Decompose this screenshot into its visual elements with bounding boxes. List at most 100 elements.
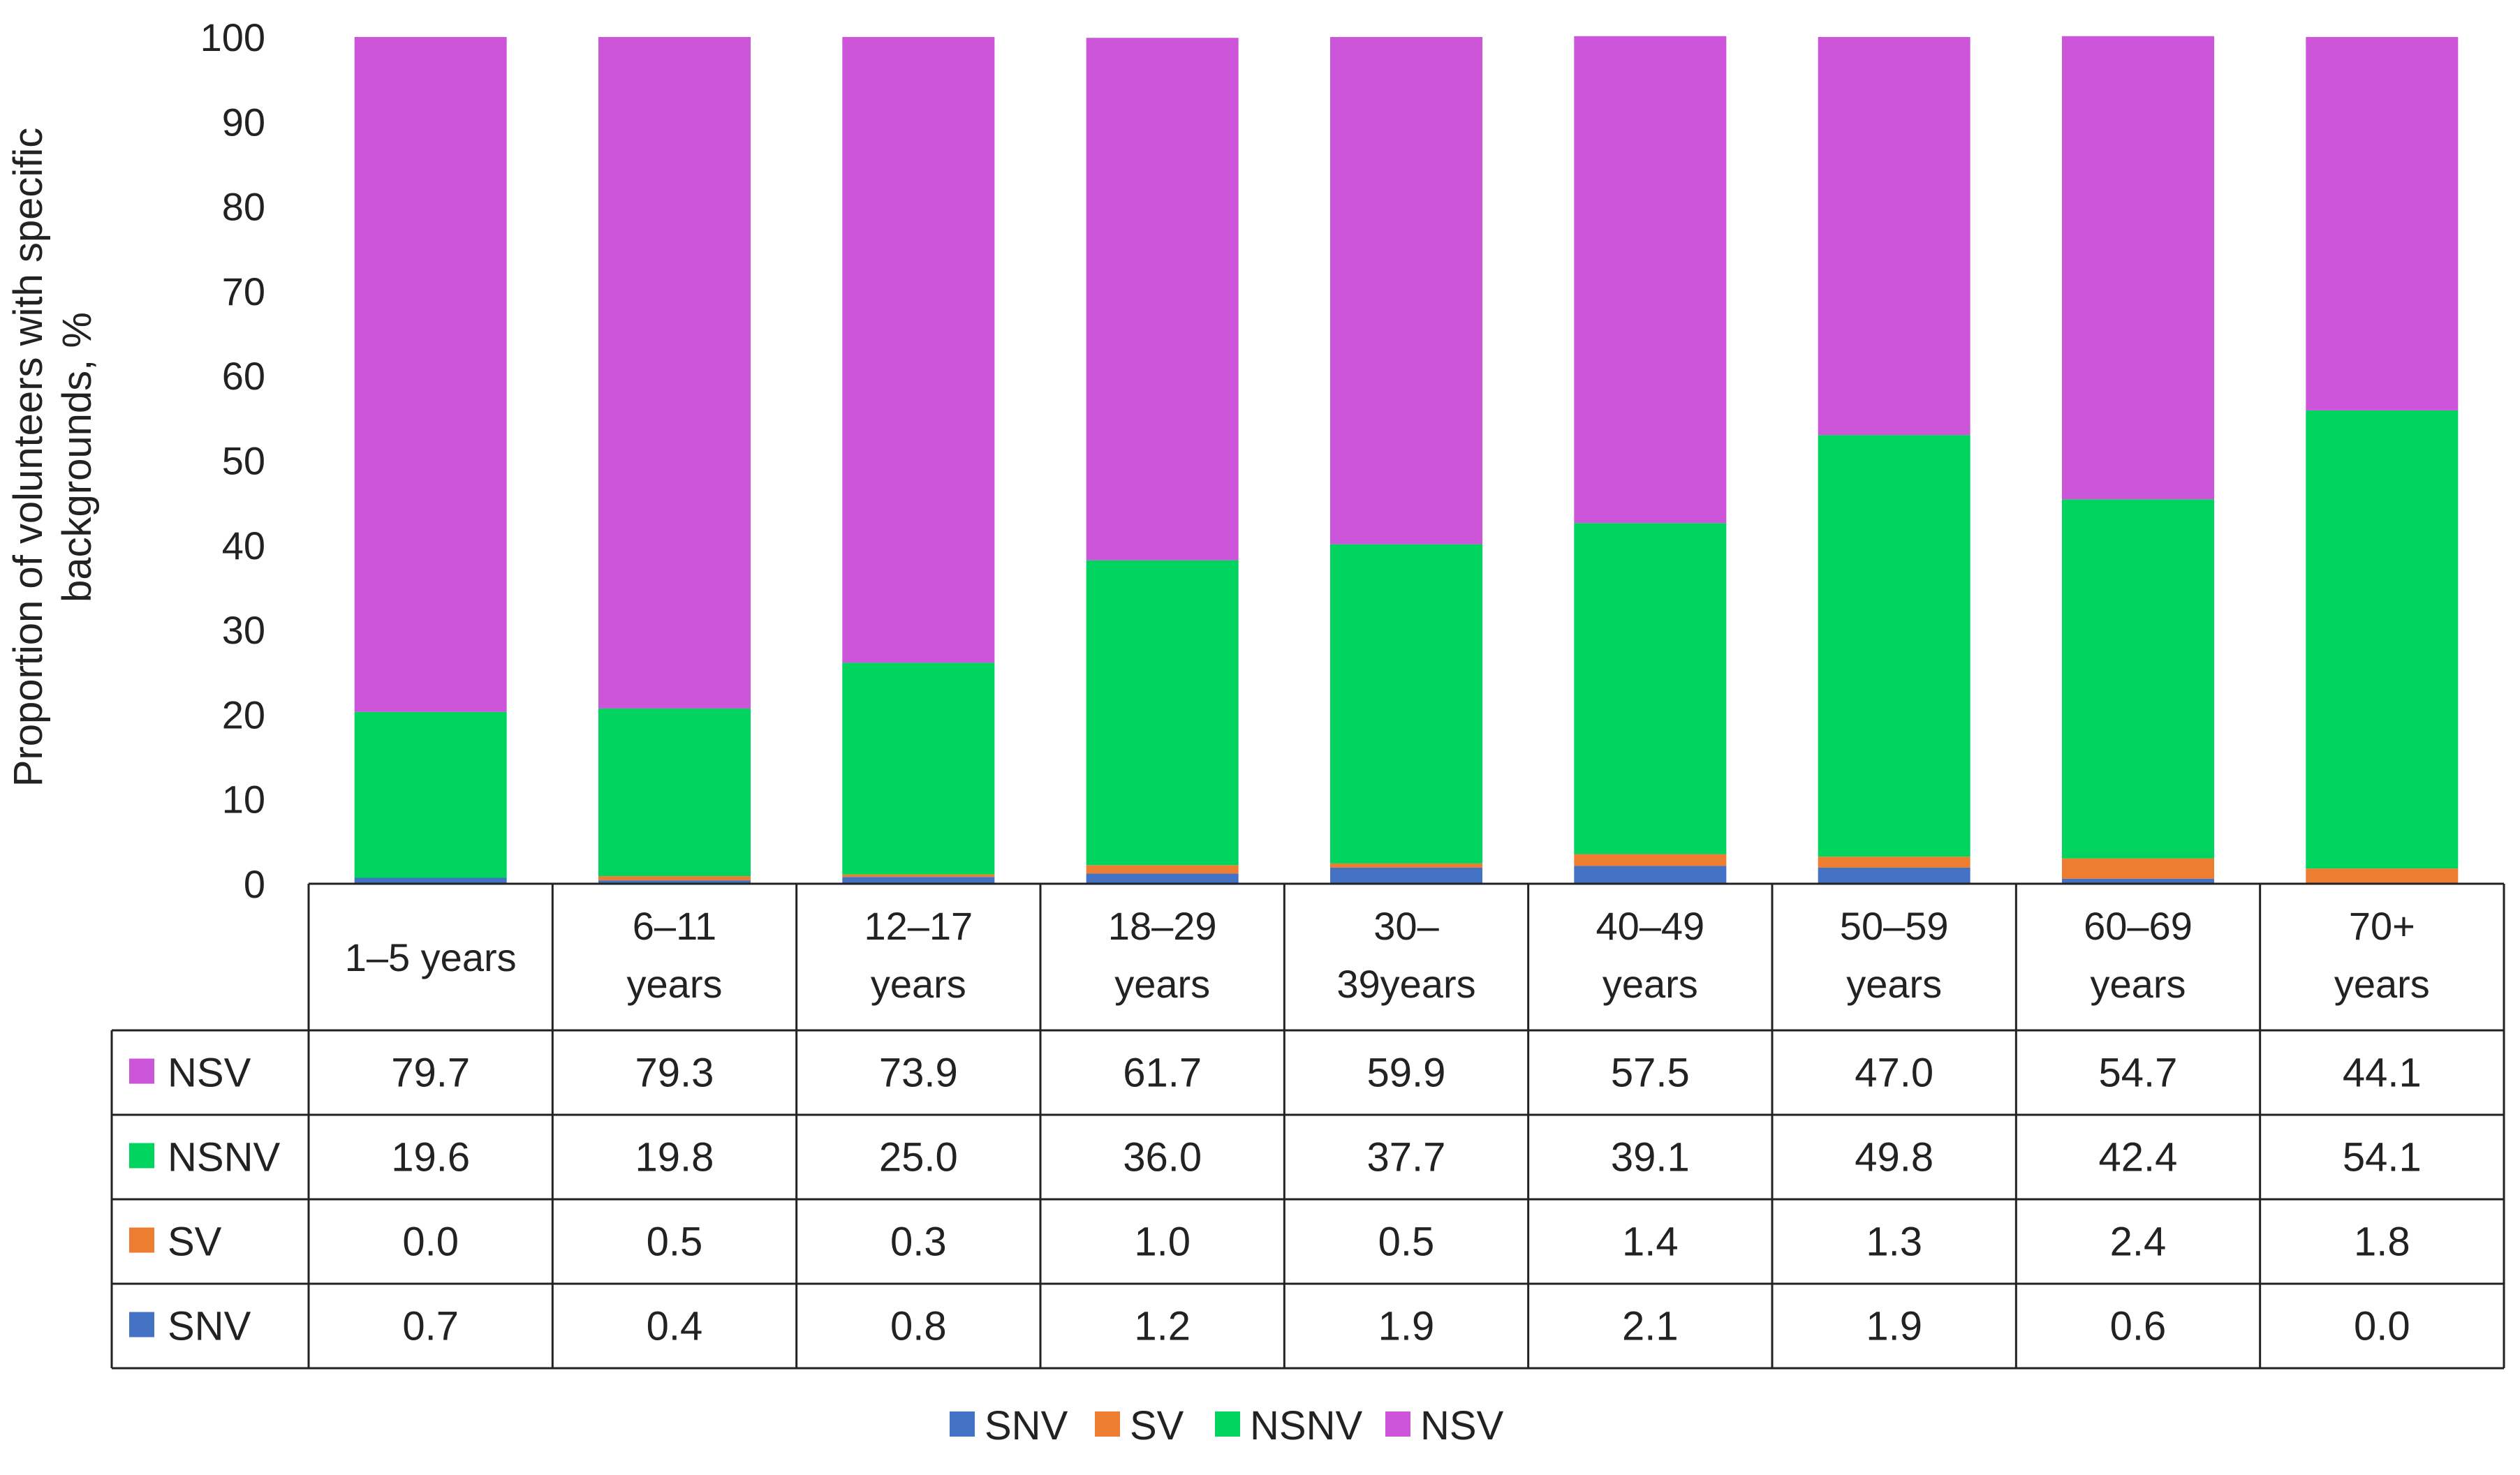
category-label-line: 39years bbox=[1336, 962, 1475, 1006]
row-label-snv: SNV bbox=[168, 1304, 251, 1349]
bar-segment-nsnv bbox=[598, 708, 751, 877]
data-label: 1.9 bbox=[1378, 1304, 1435, 1349]
category-label-line: 30– bbox=[1373, 904, 1439, 948]
bar-segment-nsv bbox=[1574, 36, 1727, 524]
bar-segment-nsv bbox=[1330, 37, 1482, 544]
data-table: 1–5 years 6–11 years 12–17 years 18–29 years 30… bbox=[110, 882, 2505, 1370]
category-label-line: years bbox=[871, 962, 966, 1006]
category-label-line: 6–11 bbox=[633, 904, 716, 948]
y-tick-label: 10 bbox=[222, 778, 265, 822]
y-axis-title-line: backgrounds, % bbox=[54, 312, 100, 602]
category-label-line: years bbox=[1846, 962, 1942, 1006]
bar-segment-nsnv bbox=[1086, 560, 1239, 866]
category-label-line: 60–69 bbox=[2084, 904, 2193, 948]
legend-label-nsnv: NSNV bbox=[1250, 1403, 1362, 1448]
data-label: 0.3 bbox=[890, 1220, 947, 1265]
y-axis-ticks: 0 10 20 30 40 50 60 70 80 90 100 bbox=[200, 15, 265, 906]
row-swatch-snv bbox=[129, 1312, 154, 1337]
bar-segment-nsnv bbox=[2062, 499, 2214, 859]
y-tick-label: 20 bbox=[222, 692, 265, 736]
category-label-line: 50–59 bbox=[1840, 904, 1949, 948]
legend-label-nsv: NSV bbox=[1420, 1403, 1504, 1448]
data-label: 57.5 bbox=[1611, 1051, 1690, 1096]
bar-segment-sv bbox=[1818, 857, 1970, 868]
category-label-line: 1–5 years bbox=[345, 935, 517, 979]
data-label: 0.5 bbox=[1378, 1220, 1435, 1265]
data-label: 79.7 bbox=[391, 1051, 470, 1096]
y-tick-label: 40 bbox=[222, 524, 265, 568]
bar-segment-nsv bbox=[2306, 37, 2459, 410]
bar-segment-snv bbox=[1330, 867, 1482, 884]
data-label: 0.8 bbox=[890, 1304, 947, 1349]
data-label: 47.0 bbox=[1855, 1051, 1933, 1096]
data-label: 61.7 bbox=[1123, 1051, 1202, 1096]
row-swatch-sv bbox=[129, 1227, 154, 1253]
legend-swatch-snv bbox=[950, 1411, 975, 1437]
bar-segment-snv bbox=[1818, 867, 1970, 884]
data-label: 54.7 bbox=[2099, 1051, 2178, 1096]
legend-label-snv: SNV bbox=[985, 1403, 1068, 1448]
category-label: 40–49 years bbox=[1596, 904, 1704, 1006]
category-label-line: years bbox=[627, 962, 723, 1006]
data-label: 25.0 bbox=[879, 1135, 958, 1180]
bar-segment-nsv bbox=[598, 37, 751, 709]
data-label: 0.5 bbox=[647, 1220, 703, 1265]
category-label: 30– 39years bbox=[1336, 904, 1475, 1006]
y-tick-label: 100 bbox=[200, 15, 265, 59]
legend-swatch-nsnv bbox=[1215, 1411, 1240, 1437]
legend-label-sv: SV bbox=[1130, 1403, 1184, 1448]
y-tick-label: 80 bbox=[222, 185, 265, 229]
data-label: 59.9 bbox=[1367, 1051, 1446, 1096]
bar-segment-sv bbox=[598, 876, 751, 881]
data-label: 1.8 bbox=[2354, 1220, 2410, 1265]
row-swatch-nsnv bbox=[129, 1143, 154, 1169]
bar-segment-nsnv bbox=[354, 711, 507, 878]
bar-segment-nsv bbox=[2062, 36, 2214, 500]
data-label: 73.9 bbox=[879, 1051, 958, 1096]
bar-segment-nsnv bbox=[1574, 523, 1727, 854]
legend-swatch-nsv bbox=[1385, 1411, 1410, 1437]
bar-segment-nsv bbox=[354, 37, 507, 712]
data-label: 1.9 bbox=[1866, 1304, 1922, 1349]
data-label: 19.6 bbox=[391, 1135, 470, 1180]
legend: SNV SV NSNV NSV bbox=[950, 1403, 1504, 1448]
bar-segment-snv bbox=[842, 877, 995, 884]
category-label: 18–29 years bbox=[1108, 904, 1217, 1006]
data-label: 42.4 bbox=[2099, 1135, 2178, 1180]
row-label-sv: SV bbox=[168, 1220, 222, 1265]
data-label: 0.0 bbox=[402, 1220, 459, 1265]
bar-segment-nsv bbox=[842, 37, 995, 663]
bar-segment-snv bbox=[354, 877, 507, 884]
bar-segment-sv bbox=[1086, 865, 1239, 874]
data-label: 54.1 bbox=[2343, 1135, 2422, 1180]
bar-segment-nsnv bbox=[1330, 544, 1482, 863]
data-label: 44.1 bbox=[2343, 1051, 2422, 1096]
category-label: 70+ years bbox=[2334, 904, 2430, 1006]
y-tick-label: 50 bbox=[222, 439, 265, 483]
data-label: 39.1 bbox=[1611, 1135, 1690, 1180]
bar-segment-sv bbox=[1330, 863, 1482, 868]
data-label: 0.0 bbox=[2354, 1304, 2410, 1349]
y-axis-title: Proportion of volunteers with specificba… bbox=[6, 128, 100, 787]
category-label-line: years bbox=[2091, 962, 2186, 1006]
category-label: 60–69 years bbox=[2084, 904, 2193, 1006]
category-label: 12–17 years bbox=[864, 904, 973, 1006]
y-tick-label: 70 bbox=[222, 269, 265, 313]
bar-segment-sv bbox=[1574, 854, 1727, 866]
category-label-line: 40–49 bbox=[1596, 904, 1704, 948]
category-label-line: years bbox=[1114, 962, 1210, 1006]
data-label: 37.7 bbox=[1367, 1135, 1446, 1180]
data-label: 2.4 bbox=[2110, 1220, 2167, 1265]
bar-segment-sv bbox=[842, 874, 995, 877]
data-label: 0.7 bbox=[402, 1304, 459, 1349]
data-label: 0.6 bbox=[2110, 1304, 2167, 1349]
bar-segment-nsnv bbox=[1818, 435, 1970, 857]
category-label-line: 12–17 bbox=[864, 904, 973, 948]
legend-swatch-sv bbox=[1095, 1411, 1120, 1437]
bar-segment-snv bbox=[1574, 866, 1727, 884]
data-label: 1.2 bbox=[1134, 1304, 1191, 1349]
category-label-line: 70+ bbox=[2349, 904, 2415, 948]
category-label: 1–5 years bbox=[345, 935, 517, 979]
data-label: 1.3 bbox=[1866, 1220, 1922, 1265]
